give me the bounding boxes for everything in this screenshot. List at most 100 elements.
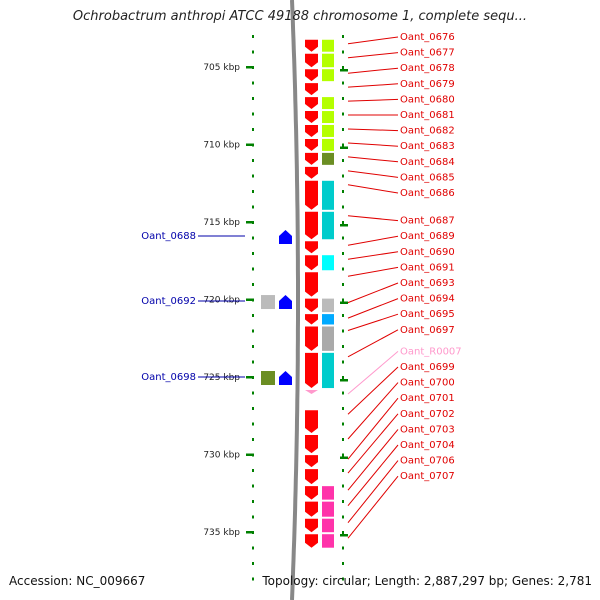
gene-label: Oant_0685 — [400, 172, 455, 183]
backbone-layer — [290, 0, 300, 600]
cog-box — [322, 211, 334, 240]
kbp-label: 720 kbp — [203, 296, 240, 306]
track-dot-left — [252, 190, 254, 193]
track-dot-left — [252, 546, 254, 550]
gene-label: Oant_0680 — [400, 94, 455, 105]
track-dot-left — [252, 174, 254, 178]
cog-box — [261, 371, 275, 385]
gene-label: Oant_0683 — [400, 141, 455, 152]
track-dot-left — [252, 81, 254, 85]
track-dot-right — [342, 35, 344, 38]
track-dot-left — [252, 329, 254, 333]
track-dot-left — [252, 484, 254, 488]
track-dot-left — [252, 577, 254, 581]
track-dot-right — [342, 314, 344, 317]
track-dot-left — [252, 391, 254, 395]
track-dot-right — [342, 500, 344, 503]
track-dot-right — [342, 128, 344, 131]
forward-gene-arrow — [305, 180, 318, 210]
gene-label: Oant_0684 — [400, 157, 455, 168]
gene-label: Oant_0694 — [400, 294, 455, 305]
map-title: Ochrobactrum anthropi ATCC 49188 chromos… — [72, 9, 528, 24]
kbp-label: 705 kbp — [203, 63, 240, 73]
gene-label-connector — [347, 142, 399, 147]
cog-box — [322, 326, 334, 351]
forward-gene-arrow — [305, 518, 318, 533]
gene-label-connector — [347, 397, 399, 460]
kbp-tick — [246, 376, 254, 379]
kbp-tick-right — [340, 379, 348, 382]
forward-gene-arrow — [305, 272, 318, 297]
kbp-tick — [246, 531, 254, 534]
kbp-label: 725 kbp — [203, 373, 240, 383]
forward-gene-arrow — [305, 39, 318, 52]
gene-label: Oant_0691 — [400, 262, 455, 273]
gene-label-connector — [347, 98, 399, 102]
gene-label: Oant_0690 — [400, 247, 455, 258]
track-dot-right — [342, 221, 344, 224]
gene-label-connector — [347, 475, 399, 539]
forward-gene-arrow — [305, 152, 318, 165]
cog-box — [322, 534, 334, 548]
track-dot-right — [342, 546, 344, 550]
track-dot-right — [342, 252, 344, 255]
forward-gene-arrow — [305, 83, 318, 96]
kbp-label: 730 kbp — [203, 451, 240, 461]
track-dot-left — [252, 314, 254, 317]
gene-label: Oant_0700 — [400, 378, 455, 389]
gene-label-connector — [347, 36, 399, 45]
cog-box — [322, 39, 334, 52]
forward-gene-arrow — [305, 534, 318, 548]
gene-label-connector — [347, 313, 399, 331]
track-dot-left — [252, 345, 254, 348]
track-dot-right — [342, 174, 344, 178]
track-dot-right — [342, 469, 344, 472]
track-dot-left — [252, 236, 254, 240]
gene-label-connector — [347, 156, 399, 163]
track-dot-right — [342, 562, 344, 565]
gene-label: Oant_0704 — [400, 440, 455, 451]
forward-gene-arrow — [305, 69, 318, 82]
track-dot-right — [342, 66, 344, 69]
reverse-gene-arrow — [279, 371, 292, 385]
label-layer: Oant_0676 Oant_0677 Oant_0678 Oant_0679 Oant… — [141, 32, 462, 539]
track-dot-right — [342, 531, 344, 534]
gene-label: Oant_0703 — [400, 424, 455, 435]
kbp-tick-right — [340, 534, 348, 537]
feature-layer — [261, 39, 334, 548]
forward-gene-arrow — [305, 255, 318, 271]
forward-gene-arrow — [305, 501, 318, 517]
gene-label-connector — [347, 128, 399, 132]
cog-box — [322, 518, 334, 533]
cog-box — [322, 486, 334, 500]
gene-label-connector — [347, 215, 399, 222]
track-dot-right — [342, 577, 344, 581]
track-dot-right — [342, 422, 344, 426]
track-dot-left — [252, 35, 254, 38]
kbp-tick-right — [340, 301, 348, 304]
kbp-label: 715 kbp — [203, 218, 240, 228]
kbp-label: 735 kbp — [203, 528, 240, 538]
track-dot-left — [252, 112, 254, 116]
track-dot-left — [252, 50, 254, 54]
track-dot-right — [342, 267, 344, 271]
reverse-gene-arrow — [279, 295, 292, 310]
track-dot-right — [342, 97, 344, 100]
track-dot-right — [342, 283, 344, 286]
gene-label-connector — [347, 184, 399, 194]
gene-label-connector — [347, 52, 399, 59]
track-dot-left — [252, 469, 254, 472]
forward-gene-arrow — [305, 410, 318, 433]
cog-box — [322, 69, 334, 82]
forward-gene-arrow — [305, 97, 318, 110]
forward-gene-arrow — [305, 211, 318, 240]
cog-box — [322, 152, 334, 165]
gene-label-connector — [347, 429, 399, 491]
cog-box — [322, 111, 334, 123]
cog-box — [322, 180, 334, 210]
track-dot-left — [252, 438, 254, 441]
track-dot-left — [252, 422, 254, 426]
kbp-tick-right — [340, 69, 348, 72]
track-dot-left — [252, 500, 254, 503]
